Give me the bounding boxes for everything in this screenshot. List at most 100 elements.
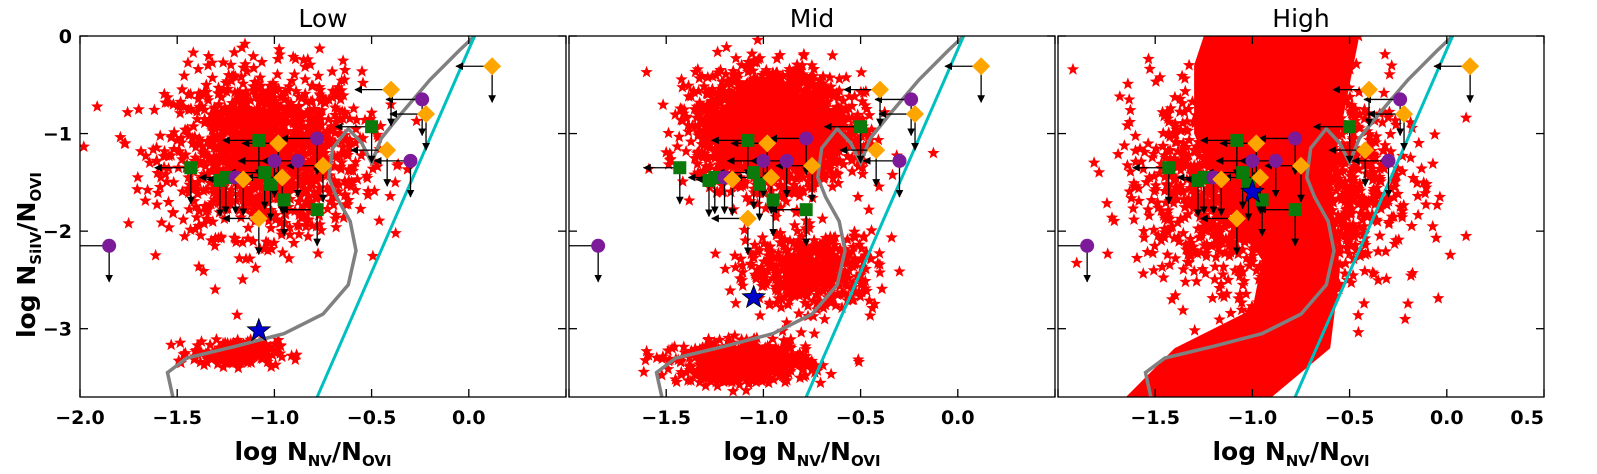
panel-title: Mid [790,4,834,33]
x-label-den-sub: OVI [1340,452,1370,470]
x-tick-label: −0.5 [836,407,886,429]
y-tick-label: −1 [43,124,72,146]
purple-circle-marker [892,153,907,168]
green-square-marker [277,193,291,207]
x-tick-label: 0.0 [1430,407,1464,429]
orange-diamond-marker [234,170,253,189]
orange-diamond-marker [1292,156,1310,175]
orange-diamond-marker [1227,209,1246,228]
x-label-sep: /N [1310,437,1340,466]
y-tick-label: −3 [43,319,72,341]
purple-circle-marker [1393,92,1408,107]
purple-circle-marker [403,153,418,168]
panel-frame [568,35,1056,398]
purple-circle-marker [1245,153,1260,168]
orange-diamond-marker [417,105,436,124]
orange-diamond-marker [972,57,991,76]
plot-area [569,36,991,397]
purple-circle-marker [756,153,771,168]
purple-circle-marker [779,153,794,168]
orange-diamond-marker [1251,168,1270,187]
x-tick-label: −1.0 [250,407,300,429]
orange-diamond-marker [1360,80,1379,99]
orange-diamond-marker [1395,105,1414,124]
x-tick-label: −0.5 [1325,407,1375,429]
panel-frame [79,35,567,398]
x-tick-label: −1.5 [1130,407,1180,429]
orange-diamond-marker [382,80,401,99]
x-tick-label: 0.0 [941,407,975,429]
x-label-num-sub: NV [797,452,822,470]
green-square-marker [258,166,272,180]
green-square-marker [753,177,767,191]
panel-mid: −1.5 −1.0 −0.5 0.0 Mid log NNV/NOVI [568,4,1056,470]
orange-diamond-marker [1356,141,1375,160]
orange-diamond-marker [378,141,397,160]
x-tick-label: 0.5 [1510,407,1544,429]
purple-circle-marker [102,238,117,253]
orange-diamond-marker [269,134,288,153]
cyan-line [804,36,966,397]
x-label-den-sub: OVI [362,452,392,470]
gray-curve [1143,36,1454,397]
green-square-marker [1197,170,1211,184]
observed-blue-star [246,317,272,342]
observed-blue-star [1239,178,1265,203]
x-axis-label: log NNV/NOVI [1212,437,1369,470]
model-stars [80,37,423,374]
green-square-marker [252,133,266,147]
orange-diamond-marker [1212,170,1231,189]
green-square-marker [310,203,324,217]
green-square-marker [1255,193,1269,207]
orange-diamond-marker [249,209,268,228]
green-square-marker [1288,203,1302,217]
green-square-marker [219,170,233,184]
y-axis-label: log NSiIV/NOVI [12,172,45,338]
panel-low: 0 −1 −2 −3 −2.0 −1.5 −1.0 −0.5 0.0 Low log NNV/NOV… [43,4,567,470]
orange-diamond-marker [758,134,777,153]
x-label-main: log N [234,437,307,466]
model-star-cloud [1066,36,1473,350]
orange-diamond-marker [762,168,781,187]
green-square-marker [854,120,868,134]
orange-diamond-marker [723,170,742,189]
purple-circle-marker [1080,238,1095,253]
green-square-marker [184,161,198,175]
purple-circle-marker [904,92,919,107]
purple-circle-marker [415,92,430,107]
y-tick-label: 0 [59,26,72,48]
x-tick-label: 0.0 [452,407,486,429]
x-label-num-sub: NV [308,452,333,470]
model-star-cloud [640,36,940,218]
model-stars [637,36,940,397]
purple-circle-marker [267,153,282,168]
orange-diamond-marker [1461,57,1480,76]
green-square-marker [1343,120,1357,134]
orange-diamond-marker [483,57,502,76]
x-label-sep: /N [821,437,851,466]
orange-diamond-marker [871,80,890,99]
orange-diamond-marker [738,209,757,228]
purple-circle-marker [1381,153,1396,168]
green-square-marker [1236,166,1250,180]
orange-diamond-marker [273,168,292,187]
green-square-marker [365,120,379,134]
green-square-marker [264,177,278,191]
purple-circle-marker [799,131,814,146]
panel-title: High [1272,4,1329,33]
model-stars [1066,36,1473,397]
purple-circle-marker [310,131,325,146]
x-label-main: log N [1212,437,1285,466]
green-square-marker [799,203,813,217]
panel-high: −1.5 −1.0 −0.5 0.0 0.5 High log NNV/NOVI [1057,4,1545,470]
x-tick-label: −1.5 [152,407,202,429]
x-tick-label: −1.0 [1228,407,1278,429]
x-axis-label: log NNV/NOVI [723,437,880,470]
purple-circle-marker [1268,153,1283,168]
x-label-num-sub: NV [1286,452,1311,470]
green-square-marker [766,193,780,207]
x-label-sep: /N [332,437,362,466]
x-label-den-sub: OVI [851,452,881,470]
x-axis-label: log NNV/NOVI [234,437,391,470]
